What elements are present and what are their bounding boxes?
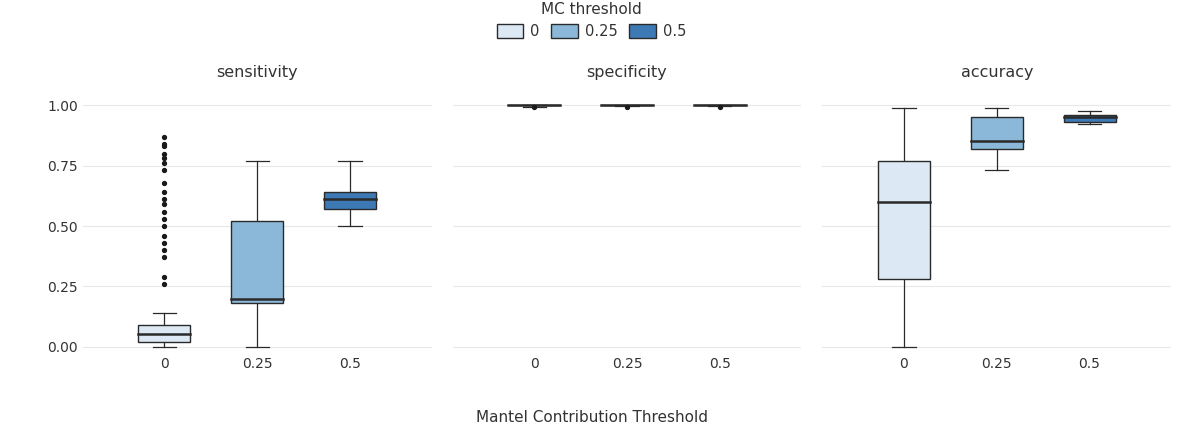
Title: specificity: specificity: [587, 66, 667, 81]
Text: Mantel Contribution Threshold: Mantel Contribution Threshold: [476, 410, 707, 425]
Title: sensitivity: sensitivity: [216, 66, 298, 81]
Bar: [231, 221, 283, 303]
Bar: [878, 161, 930, 279]
Bar: [138, 325, 190, 342]
Title: accuracy: accuracy: [961, 66, 1033, 81]
Bar: [971, 117, 1023, 149]
Legend: 0, 0.25, 0.5: 0, 0.25, 0.5: [493, 0, 690, 42]
Bar: [324, 192, 376, 209]
Bar: [1064, 115, 1116, 122]
